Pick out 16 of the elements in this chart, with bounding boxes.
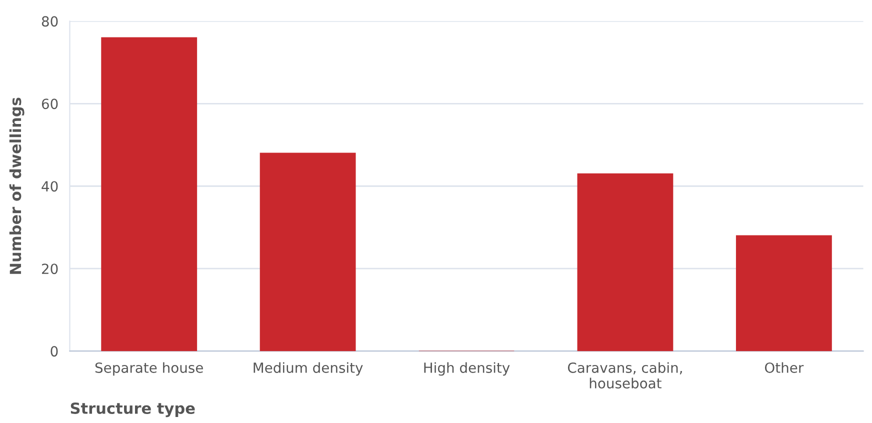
x-tick-label: High density xyxy=(424,362,510,376)
y-tick-label: 60 xyxy=(42,98,58,110)
y-tick-label: 0 xyxy=(50,346,58,357)
y-tick-label: 80 xyxy=(42,16,58,27)
bar xyxy=(736,235,832,352)
x-tick-label: Medium density xyxy=(254,362,363,376)
y-tick-label: 20 xyxy=(42,264,58,274)
bar xyxy=(101,37,198,352)
x-axis-title: Structure type xyxy=(70,402,195,418)
bar xyxy=(260,152,356,352)
x-tick-label: Separate house xyxy=(95,362,203,376)
bar xyxy=(577,173,674,352)
x-tick-label: Other xyxy=(764,362,804,373)
y-tick-label: 40 xyxy=(42,181,58,192)
x-tick-label: Caravans, cabin, houseboat xyxy=(568,362,682,389)
y-axis-title: Number of dwellings xyxy=(9,98,24,274)
